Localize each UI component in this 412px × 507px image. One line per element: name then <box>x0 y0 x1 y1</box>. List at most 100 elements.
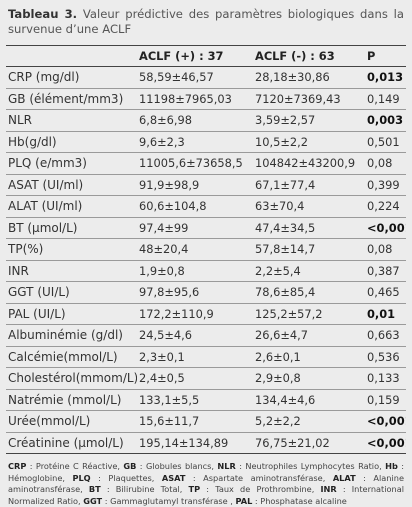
p-value-cell: 0,01 <box>365 303 406 325</box>
aclf-negative-cell: 78,6±85,4 <box>253 281 365 304</box>
p-value-cell: 0,399 <box>365 174 406 196</box>
header-p-value: P <box>365 45 406 67</box>
p-value-cell: 0,501 <box>365 131 406 153</box>
aclf-positive-cell: 60,6±104,8 <box>137 195 253 218</box>
p-value-cell: 0,663 <box>365 324 406 347</box>
aclf-positive-cell: 11198±7965,03 <box>137 88 253 110</box>
abbreviation-term: BT <box>88 484 101 495</box>
parameter-cell: BT (μmol/L) <box>6 217 137 239</box>
abbreviation-definition: : Globules blancs, <box>136 461 218 471</box>
parameter-cell: Albuminémie (g/dl) <box>6 324 137 347</box>
table-row: PAL (UI/L) 172,2±110,9 125,2±57,2 0,01 <box>6 303 406 325</box>
table-row: GB (élément/mm3) 11198±7965,03 7120±7369,4… <box>6 88 406 110</box>
table-row: ASAT (UI/ml) 91,9±98,9 67,1±77,4 0,399 <box>6 174 406 196</box>
aclf-negative-cell: 125,2±57,2 <box>253 303 365 325</box>
abbreviation-definition: : Aspartate aminotransférase, <box>185 472 333 483</box>
aclf-positive-cell: 48±20,4 <box>137 238 253 261</box>
abbreviation-definition: : Protéine C Réactive, <box>26 461 124 471</box>
table-header-row: ACLF (+) : 37 ACLF (-) : 63 P <box>6 45 406 67</box>
p-value-cell: 0,133 <box>365 367 406 390</box>
abbreviation-definition: : Neutrophiles Lymphocytes Ratio, <box>235 461 386 471</box>
table-row: Natrémie (mmol/L) 133,1±5,5 134,4±4,6 0,159 <box>6 389 406 411</box>
abbreviation-term: CRP <box>8 461 27 471</box>
aclf-negative-cell: 57,8±14,7 <box>253 238 365 261</box>
abbreviation-definition: : Alanine aminotransférase, <box>8 472 404 495</box>
table-caption: Tableau 3. Valeur prédictive des paramèt… <box>8 7 404 39</box>
abbreviation-term: Hb <box>385 461 398 471</box>
p-value-cell: 0,08 <box>365 238 406 261</box>
aclf-positive-cell: 172,2±110,9 <box>137 303 253 325</box>
table-row: Hb(g/dl) 9,6±2,3 10,5±2,2 0,501 <box>6 131 406 153</box>
table-row: Créatinine (μmol/L) 195,14±134,89 76,75±21… <box>6 432 406 454</box>
aclf-positive-cell: 11005,6±73658,5 <box>137 152 253 175</box>
p-value-cell: 0,465 <box>365 281 406 304</box>
abbreviation-definition: : International Normalized Ratio, <box>8 484 405 506</box>
parameter-cell: Urée(mmol/L) <box>6 410 137 433</box>
aclf-negative-cell: 134,4±4,6 <box>253 389 365 411</box>
abbreviation-term: TP <box>188 484 201 495</box>
aclf-negative-cell: 104842±43200,9 <box>253 152 365 175</box>
aclf-negative-cell: 63±70,4 <box>253 195 365 218</box>
parameter-cell: TP(%) <box>6 238 137 261</box>
table-row: NLR 6,8±6,98 3,59±2,57 0,003 <box>6 109 406 132</box>
aclf-negative-cell: 2,6±0,1 <box>253 346 365 368</box>
p-value-cell: <0,001 <box>365 217 406 239</box>
abbreviation-term: ASAT <box>161 472 186 483</box>
abbreviation-definition: : Phosphatase alcaline <box>252 495 347 506</box>
aclf-positive-cell: 24,5±4,6 <box>137 324 253 347</box>
aclf-negative-cell: 28,18±30,86 <box>253 66 365 89</box>
table-row: Albuminémie (g/dl) 24,5±4,6 26,6±4,7 0,663 <box>6 324 406 347</box>
header-parameter <box>6 45 137 67</box>
aclf-positive-cell: 91,9±98,9 <box>137 174 253 196</box>
aclf-negative-cell: 3,59±2,57 <box>253 109 365 132</box>
aclf-positive-cell: 195,14±134,89 <box>137 432 253 454</box>
aclf-negative-cell: 2,9±0,8 <box>253 367 365 390</box>
aclf-negative-cell: 10,5±2,2 <box>253 131 365 153</box>
parameter-cell: Calcémie(mmol/L) <box>6 346 137 368</box>
p-value-cell: 0,224 <box>365 195 406 218</box>
table-row: TP(%) 48±20,4 57,8±14,7 0,08 <box>6 238 406 261</box>
p-value-cell: 0,003 <box>365 109 406 132</box>
aclf-negative-cell: 7120±7369,43 <box>253 88 365 110</box>
table-row: Cholestérol(mmom/L) 2,4±0,5 2,9±0,8 0,133 <box>6 367 406 390</box>
biological-parameters-table: ACLF (+) : 37 ACLF (-) : 63 P CRP (mg/dl… <box>6 45 406 454</box>
header-aclf-negative: ACLF (-) : 63 <box>253 45 365 67</box>
table-row: GGT (UI/L) 97,8±95,6 78,6±85,4 0,465 <box>6 281 406 304</box>
table-caption-label: Tableau 3. <box>8 7 78 21</box>
parameter-cell: Cholestérol(mmom/L) <box>6 367 137 390</box>
abbreviation-definition: : Gammaglutamyl transférase , <box>102 495 236 506</box>
aclf-negative-cell: 76,75±21,02 <box>253 432 365 454</box>
parameter-cell: PAL (UI/L) <box>6 303 137 325</box>
aclf-positive-cell: 58,59±46,57 <box>137 66 253 89</box>
table-row: CRP (mg/dl) 58,59±46,57 28,18±30,86 0,013 <box>6 66 406 89</box>
table-row: Calcémie(mmol/L) 2,3±0,1 2,6±0,1 0,536 <box>6 346 406 368</box>
aclf-positive-cell: 97,4±99 <box>137 217 253 239</box>
aclf-positive-cell: 9,6±2,3 <box>137 131 253 153</box>
p-value-cell: 0,149 <box>365 88 406 110</box>
aclf-negative-cell: 47,4±34,5 <box>253 217 365 239</box>
aclf-negative-cell: 67,1±77,4 <box>253 174 365 196</box>
abbreviation-term: GB <box>123 461 137 471</box>
p-value-cell: 0,536 <box>365 346 406 368</box>
aclf-negative-cell: 5,2±2,2 <box>253 410 365 433</box>
aclf-positive-cell: 97,8±95,6 <box>137 281 253 304</box>
aclf-positive-cell: 6,8±6,98 <box>137 109 253 132</box>
parameter-cell: Créatinine (μmol/L) <box>6 432 137 454</box>
parameter-cell: CRP (mg/dl) <box>6 66 137 89</box>
header-aclf-positive: ACLF (+) : 37 <box>137 45 253 67</box>
parameter-cell: Hb(g/dl) <box>6 131 137 153</box>
aclf-positive-cell: 2,3±0,1 <box>137 346 253 368</box>
abbreviation-definition: : Bilirubine Total, <box>100 484 189 495</box>
abbreviation-term: INR <box>320 484 337 495</box>
p-value-cell: 0,013 <box>365 66 406 89</box>
table-row: INR 1,9±0,8 2,2±5,4 0,387 <box>6 260 406 282</box>
abbreviation-definition: : Plaquettes, <box>90 472 162 483</box>
p-value-cell: 0,08 <box>365 152 406 175</box>
abbreviations-footnote: CRP : Protéine C Réactive, GB : Globules… <box>8 461 404 507</box>
abbreviation-term: PLQ <box>72 472 91 483</box>
p-value-cell: <0,001 <box>365 410 406 433</box>
p-value-cell: 0,387 <box>365 260 406 282</box>
parameter-cell: GGT (UI/L) <box>6 281 137 304</box>
